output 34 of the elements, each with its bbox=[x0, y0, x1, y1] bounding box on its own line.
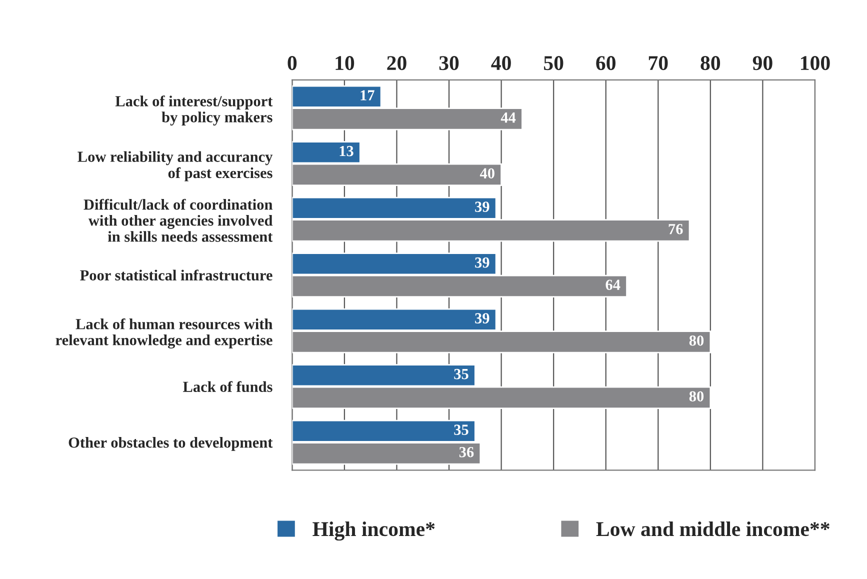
legend-label: High income* bbox=[312, 521, 435, 541]
x-tick-label: 0 bbox=[288, 56, 297, 70]
x-tick-label: 20 bbox=[387, 56, 406, 70]
x-tick-label: 100 bbox=[801, 56, 830, 70]
data-label: 39 bbox=[475, 202, 490, 212]
data-label: 80 bbox=[689, 335, 704, 346]
x-tick-label: 30 bbox=[439, 56, 459, 70]
y-tick-label: Lack of funds bbox=[183, 381, 272, 392]
data-label: 39 bbox=[475, 313, 490, 324]
y-tick-label: Low reliability and accurancy of past exercises bbox=[78, 151, 273, 182]
data-label: 76 bbox=[668, 224, 683, 234]
x-tick-label: 50 bbox=[544, 56, 564, 70]
x-tick-label: 40 bbox=[491, 56, 511, 70]
y-tick-label: Lack of interest/support by policy makers bbox=[115, 95, 273, 126]
y-tick-label: Poor statistical infrastructure bbox=[80, 270, 272, 281]
y-tick-label: Difficult/lack of coordination with other agencies involved in skills needs assessment bbox=[84, 198, 273, 242]
data-label: 39 bbox=[475, 257, 490, 268]
x-tick-label: 60 bbox=[596, 56, 616, 70]
data-label: 35 bbox=[454, 424, 468, 435]
data-label: 40 bbox=[480, 168, 494, 178]
y-tick-label: Other obstacles to development bbox=[68, 436, 273, 451]
legend-label: Low and middle income** bbox=[596, 521, 830, 536]
x-tick-label: 80 bbox=[700, 56, 720, 70]
data-label: 80 bbox=[689, 391, 704, 402]
y-tick-label: Lack of human resources with relevant knowledge and expertise bbox=[56, 318, 273, 348]
data-label: 44 bbox=[500, 112, 516, 123]
data-label: 35 bbox=[454, 368, 468, 380]
data-label: 36 bbox=[459, 446, 474, 458]
x-tick-label: 90 bbox=[752, 56, 772, 70]
x-tick-label: 10 bbox=[336, 56, 354, 70]
data-label: 17 bbox=[360, 90, 374, 100]
x-tick-label: 70 bbox=[648, 56, 668, 70]
data-label: 13 bbox=[340, 146, 354, 156]
data-label: 64 bbox=[606, 280, 620, 290]
